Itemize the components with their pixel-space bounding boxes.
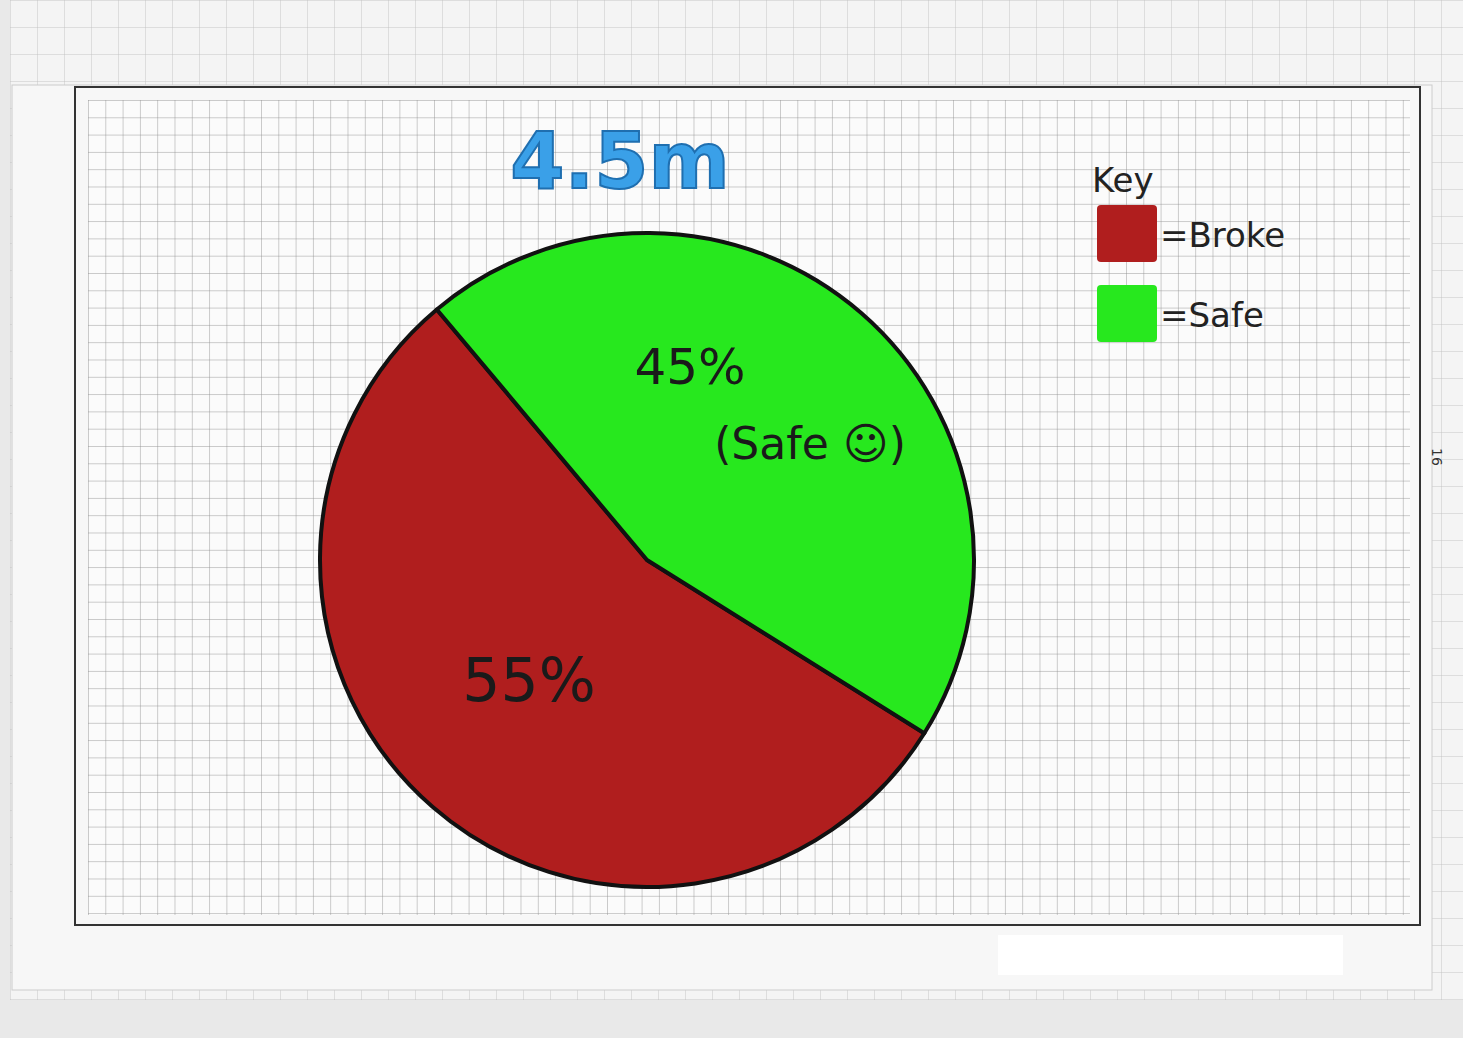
paper-sheet [12, 85, 1432, 990]
chart-root: 4.5m 55% 45% (Safe ☺) 16 Key=Broke =Safe [0, 0, 1463, 1038]
title: 4.5m [510, 116, 729, 206]
legend-swatch [1097, 205, 1157, 262]
data-label: 55% [462, 645, 595, 715]
legend-label: =Broke [1160, 215, 1285, 255]
frame [75, 87, 1420, 925]
page-number: 16 [1429, 448, 1445, 466]
annotation: (Safe ☺) [714, 418, 906, 469]
pie-slice [437, 233, 974, 733]
data-label: 45% [634, 338, 745, 396]
legend-label: =Safe [1160, 295, 1264, 335]
legend-swatch [1097, 285, 1157, 342]
graph-paper [88, 100, 1410, 915]
legend-title: Key [1092, 160, 1154, 200]
legend: Key=Broke =Safe [1092, 160, 1285, 342]
back-sheet [10, 0, 1463, 1000]
blank-box [998, 935, 1343, 975]
pie [320, 233, 974, 887]
